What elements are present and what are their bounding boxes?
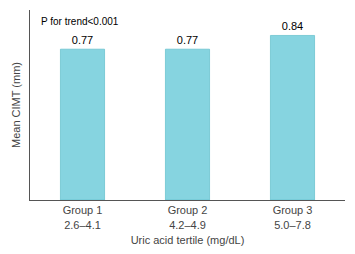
svg-text:Group 12.6–4.1: Group 12.6–4.1: [63, 204, 103, 230]
svg-text:Uric acid tertile (mg/dL): Uric acid tertile (mg/dL): [131, 234, 245, 246]
svg-text:0.77: 0.77: [72, 34, 93, 46]
svg-text:0.84: 0.84: [282, 20, 303, 32]
svg-text:Group 24.2–4.9: Group 24.2–4.9: [168, 204, 208, 230]
svg-text:0.77: 0.77: [177, 34, 198, 46]
svg-text:Group 35.0–7.8: Group 35.0–7.8: [273, 204, 313, 230]
svg-text:Mean CIMT (mm): Mean CIMT (mm): [10, 62, 22, 148]
svg-text:P for trend<0.001: P for trend<0.001: [41, 16, 119, 27]
